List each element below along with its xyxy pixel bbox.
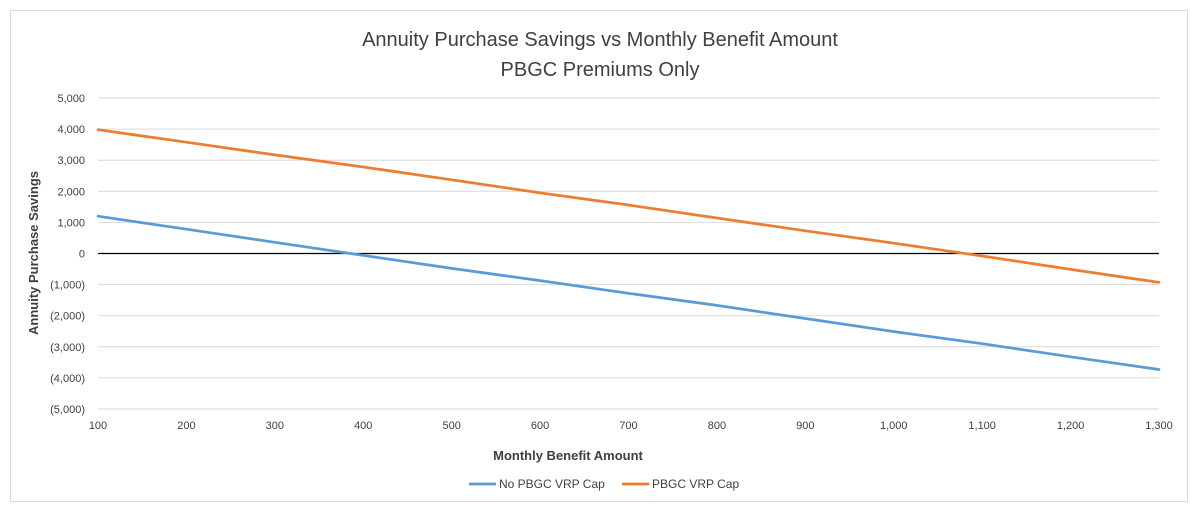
y-tick-label: 5,000 <box>57 93 85 105</box>
x-tick-label: 1,300 <box>1145 420 1173 432</box>
x-tick-label: 1,200 <box>1057 420 1085 432</box>
legend: No PBGC VRP Cap PBGC VRP Cap <box>469 477 739 491</box>
x-tick-label: 800 <box>708 420 726 432</box>
series-lines <box>96 128 1161 371</box>
chart-frame <box>10 10 1188 502</box>
y-axis-ticks: 5,000 4,000 3,000 2,000 1,000 0 (1,000) (2,000)… <box>50 93 85 416</box>
legend-label: PBGC VRP Cap <box>652 477 739 491</box>
x-tick-label: 100 <box>89 420 107 432</box>
y-tick-label: (5,000) <box>50 404 85 416</box>
x-tick-label: 700 <box>619 420 637 432</box>
x-axis-title: Monthly Benefit Amount <box>493 448 643 463</box>
y-tick-label: (2,000) <box>50 311 85 323</box>
x-tick-label: 400 <box>354 420 372 432</box>
chart-subtitle: PBGC Premiums Only <box>501 59 700 81</box>
y-tick-label: 1,000 <box>57 217 85 229</box>
series-line <box>96 214 1161 371</box>
x-tick-label: 300 <box>266 420 284 432</box>
x-tick-label: 600 <box>531 420 549 432</box>
y-tick-label: (1,000) <box>50 280 85 292</box>
y-tick-label: (4,000) <box>50 373 85 385</box>
x-tick-label: 200 <box>177 420 195 432</box>
y-axis-title: Annuity Purchase Savings <box>26 171 41 335</box>
gridlines <box>98 97 1159 410</box>
x-tick-label: 1,100 <box>968 420 996 432</box>
x-tick-label: 1,000 <box>880 420 908 432</box>
x-tick-label: 900 <box>796 420 814 432</box>
y-tick-label: 4,000 <box>57 124 85 136</box>
y-tick-label: (3,000) <box>50 342 85 354</box>
y-tick-label: 2,000 <box>57 186 85 198</box>
legend-label: No PBGC VRP Cap <box>499 477 605 491</box>
chart-title: Annuity Purchase Savings vs Monthly Bene… <box>362 29 838 51</box>
x-axis-ticks: 100 200 300 400 500 600 700 800 900 1,000 1,100 1,2… <box>89 420 1173 432</box>
x-tick-label: 500 <box>442 420 460 432</box>
series-line <box>96 128 1161 284</box>
y-tick-label: 0 <box>79 249 85 261</box>
y-tick-label: 3,000 <box>57 155 85 167</box>
